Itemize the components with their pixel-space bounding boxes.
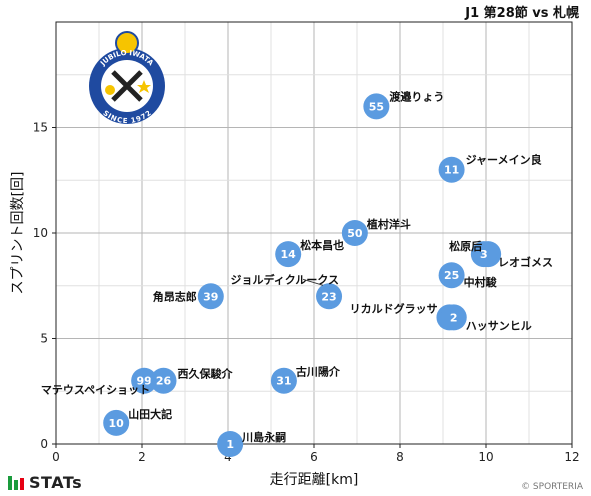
data-point <box>470 241 497 268</box>
stats-brand: STATs <box>29 473 83 492</box>
data-point-number: 31 <box>276 375 291 388</box>
data-label: 中村駿 <box>464 275 498 289</box>
data-point-number: 26 <box>156 375 172 388</box>
data-point <box>217 431 244 457</box>
data-label: 松本昌也 <box>300 238 344 252</box>
y-tick-label: 10 <box>33 226 48 240</box>
stats-logo: STATs <box>8 473 82 492</box>
data-point-number: 10 <box>109 417 125 430</box>
x-tick-label: 12 <box>564 450 579 464</box>
crest-star-icon <box>137 80 151 93</box>
y-tick-label: 15 <box>33 121 48 135</box>
data-point-number: 99 <box>136 375 151 388</box>
data-point <box>438 262 465 289</box>
data-label: ジョルディクルークス <box>230 272 339 286</box>
x-tick-label: 10 <box>478 450 493 464</box>
y-tick-label: 5 <box>40 332 48 346</box>
data-point <box>103 409 130 436</box>
data-points: 55115014163253923362992631101 <box>103 93 502 457</box>
data-label: 川島永嗣 <box>241 430 286 444</box>
data-label: 渡邉りょう <box>389 89 444 103</box>
chart-header-title: J1 第28節 vs 札幌 <box>465 6 579 21</box>
data-point <box>341 220 368 246</box>
y-axis-label: スプリント回数[回] <box>10 172 26 295</box>
data-point <box>150 367 177 394</box>
x-tick-label: 6 <box>310 450 318 464</box>
crest-moon-icon <box>105 85 115 95</box>
data-point <box>197 283 224 310</box>
data-point <box>131 367 158 394</box>
crest-hammer-icon <box>111 70 143 102</box>
data-label: マテウスペイショット <box>41 384 150 397</box>
x-axis-label: 走行距離[km] <box>270 471 359 488</box>
crest-ball-icon <box>115 31 139 55</box>
data-label: レオゴメス <box>498 255 553 269</box>
data-point-number: 50 <box>347 227 363 240</box>
x-tick-label: 0 <box>52 450 60 464</box>
data-point-number: 23 <box>321 290 336 303</box>
data-point <box>275 241 302 268</box>
data-label: 山田大記 <box>128 407 172 421</box>
data-point <box>438 156 465 183</box>
label-leader-line <box>302 278 324 286</box>
data-point <box>440 304 467 331</box>
data-point-number: 11 <box>444 164 459 177</box>
data-label: 角昂志郎 <box>153 289 197 303</box>
data-label: 植村洋斗 <box>366 217 411 231</box>
data-point-number: 3 <box>480 248 488 261</box>
data-point-number: 2 <box>450 311 458 324</box>
data-point-number: 14 <box>281 248 297 261</box>
stats-bars-icon <box>8 475 24 490</box>
x-tick-label: 2 <box>138 450 146 464</box>
data-label: ハッサンヒル <box>466 319 532 332</box>
data-label: ジャーメイン良 <box>466 153 542 167</box>
copyright: © SPORTERIA <box>521 482 583 492</box>
x-tick-label: 4 <box>224 450 232 464</box>
data-point <box>270 367 297 394</box>
data-label: 古川陽介 <box>296 365 341 379</box>
data-point-number: 25 <box>444 269 459 282</box>
data-label: リカルドグラッサ <box>350 301 438 315</box>
y-tick-label: 0 <box>40 437 48 451</box>
data-point-number: 55 <box>369 100 384 113</box>
data-point <box>316 283 343 310</box>
data-point-number: 1 <box>226 438 234 451</box>
data-point <box>363 93 390 120</box>
x-tick-label: 8 <box>396 450 404 464</box>
data-label: 西久保駿介 <box>178 367 234 381</box>
data-label: 松原后 <box>449 239 482 253</box>
data-point-number: 39 <box>203 290 218 303</box>
